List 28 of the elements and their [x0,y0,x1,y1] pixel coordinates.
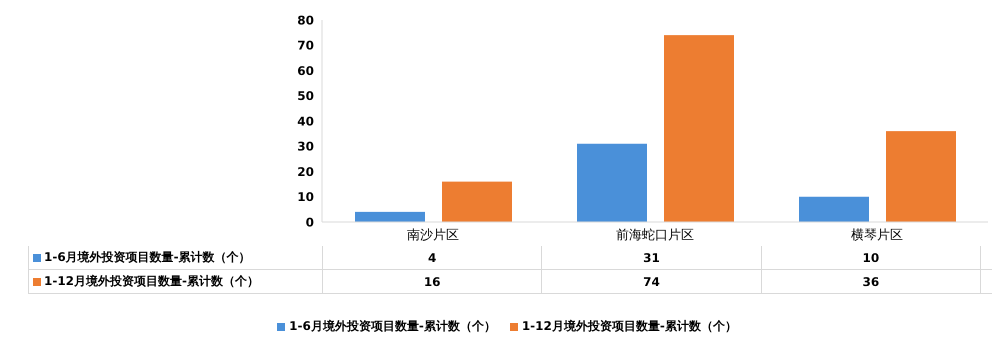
legend-label: 1-6月境外投资项目数量-累计数（个） [289,318,496,335]
data-label: 10 [762,246,981,269]
y-tick-label: 50 [297,89,314,104]
y-tick-label: 40 [297,114,314,128]
x-tick-label: 前海蛇口片区 [616,228,694,244]
y-tick-label: 80 [297,13,314,28]
text: 1-6月境外投资项目数量-累计数（个） [44,250,251,264]
data-label: 74 [542,270,762,293]
y-tick-label: 30 [297,140,314,154]
legend-label: 1-12月境外投资项目数量-累计数（个） [522,318,737,335]
data-label: 16 [323,270,542,293]
bar [799,196,869,222]
y-tick-label: 20 [297,164,314,179]
bar [577,144,647,222]
data-label: 31 [542,246,762,269]
bar [355,212,425,222]
bar [442,182,512,222]
y-tick-label: 10 [297,190,314,204]
x-tick-label: 横琴片区 [851,228,903,244]
bar [664,35,734,222]
x-tick-label: 南沙片区 [407,228,459,244]
data-label: 36 [762,270,981,293]
y-tick-label: 60 [297,64,314,78]
y-tick-label: 0 [306,215,314,230]
text: 1-12月境外投资项目数量-累计数（个） [44,274,260,288]
data-label: 4 [323,246,542,269]
y-tick-label: 70 [297,38,314,53]
bar [886,131,956,222]
